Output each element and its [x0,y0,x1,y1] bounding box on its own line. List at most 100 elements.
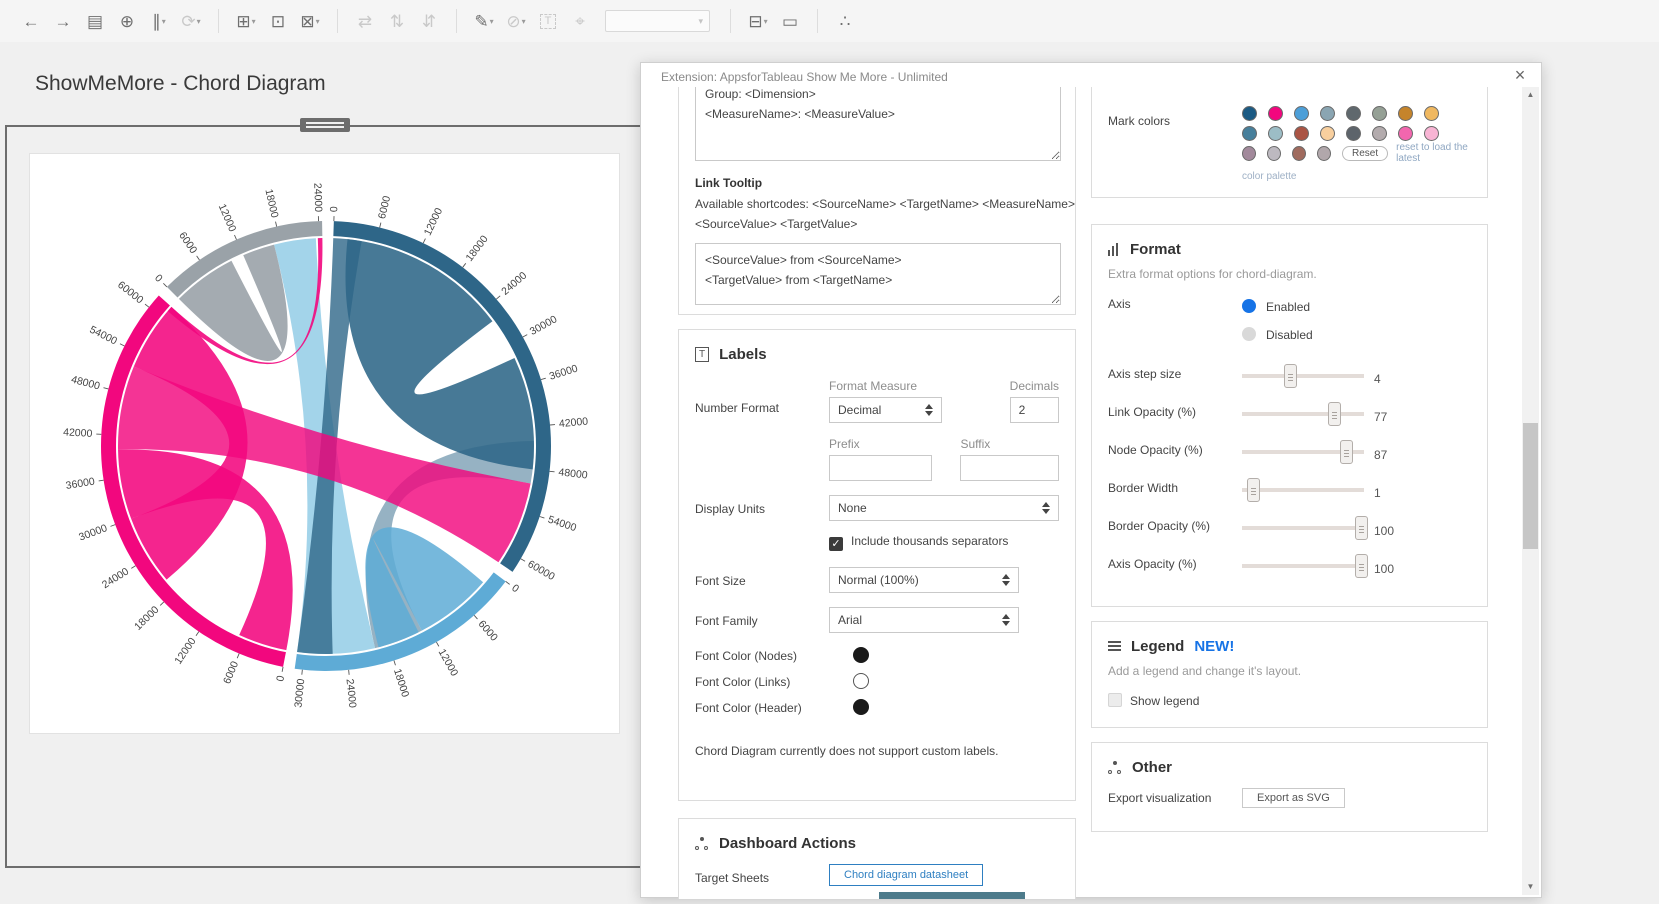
chord-ribbon[interactable] [118,449,293,651]
sort-descending-button[interactable]: ⇵ [421,11,437,31]
duplicate-sheet-button[interactable]: ⊡ [270,11,286,31]
slider-handle[interactable] [1354,515,1368,540]
target-sheet-button[interactable]: Chord diagram datasheet [829,864,984,886]
dropdown-caret-icon[interactable]: ▾ [161,16,166,26]
swap-rows-columns-button[interactable]: ⇄ [357,11,373,31]
font-size-select[interactable]: Normal (100%) [829,567,1019,594]
scroll-down-icon[interactable]: ▼ [1526,882,1535,891]
new-worksheet-button[interactable]: ⊞ ▾ [236,11,256,31]
font-color-header-swatch[interactable] [853,699,869,716]
new-data-source-button[interactable]: ⊕ [119,11,135,31]
slider[interactable] [1242,477,1364,502]
pin-button[interactable]: ⌖ [575,11,585,31]
slider-handle[interactable] [1354,553,1368,578]
axis-tick [540,377,546,381]
clear-sheet-button[interactable]: ⊠ ▾ [300,11,320,31]
thousands-checkbox[interactable]: ✓ [829,537,843,551]
link-tooltip-textarea[interactable]: <SourceValue> from <SourceName> <TargetV… [695,242,1061,305]
axis-tick-label: 24000 [499,269,529,297]
chord-node-arc-light-blue[interactable] [294,572,506,671]
node-tooltip-textarea[interactable]: Group: <Dimension> <MeasureName>: <Measu… [695,87,1061,161]
zone-drag-handle[interactable] [300,118,350,132]
format-measure-select[interactable]: Decimal [829,397,942,423]
slider-handle[interactable] [1247,477,1261,502]
font-color-links-swatch[interactable] [853,673,869,690]
chord-node-arc-steel-blue[interactable] [333,221,551,572]
font-color-nodes-swatch[interactable] [853,647,869,664]
reset-button[interactable]: Reset [1342,145,1389,161]
slider-label: Border Width [1108,480,1179,495]
mark-color-swatch[interactable] [1346,105,1361,121]
mark-color-swatch[interactable] [1317,145,1331,161]
chord-node-arc-gray[interactable] [166,221,323,298]
run-auto-updates-button[interactable]: ⟳ ▾ [181,11,201,31]
chord-diagram[interactable]: 0 6000 12000180002400030000360004200048000… [30,154,619,733]
slider[interactable] [1242,401,1364,426]
dialog-scrollbar[interactable]: ▲ ▼ [1522,87,1539,895]
mark-color-swatch[interactable] [1346,125,1361,141]
presentation-mode-button[interactable]: ▭ [781,11,799,31]
highlight-button[interactable]: ✎ ▾ [474,11,494,31]
chord-ribbon[interactable] [178,244,288,361]
mark-color-swatch[interactable] [1320,125,1335,141]
prefix-input[interactable] [829,455,933,481]
scrollbar-thumb[interactable] [1523,423,1538,549]
mark-color-swatch[interactable] [1242,105,1257,121]
export-svg-button[interactable]: Export as SVG [1242,788,1345,809]
mark-color-swatch[interactable] [1268,125,1283,141]
mark-color-swatch[interactable] [1267,145,1281,161]
chord-node-arc-pink[interactable] [101,295,286,667]
mark-color-swatch[interactable] [1320,105,1335,121]
mark-color-swatch[interactable] [1292,145,1306,161]
mark-color-swatch[interactable] [1398,125,1413,141]
save-button[interactable]: ▤ [86,11,104,31]
scroll-up-icon[interactable]: ▲ [1526,90,1535,99]
show-hide-cards-button[interactable]: ⊟ ▾ [748,11,768,31]
mark-color-swatch[interactable] [1424,125,1439,141]
mark-color-swatch[interactable] [1372,105,1387,121]
partially-visible-list-item[interactable] [879,892,1025,899]
axis-tick [281,666,284,672]
share-button[interactable]: ∴ [839,11,851,31]
mark-color-swatch[interactable] [1398,105,1413,121]
fit-selector-combobox[interactable]: ▾ [605,10,710,32]
decimals-input[interactable] [1009,397,1059,423]
axis-disabled-radio[interactable] [1242,327,1256,342]
slider[interactable] [1242,439,1364,464]
mark-color-swatch[interactable] [1242,145,1256,161]
slider[interactable] [1242,515,1368,540]
dropdown-caret-icon[interactable]: ▾ [315,16,320,26]
dropdown-caret-icon[interactable]: ▾ [196,16,201,26]
group-members-button[interactable]: ⊘ ▾ [506,11,526,31]
dropdown-caret-icon[interactable]: ▾ [489,16,494,26]
chord-ribbon[interactable] [345,239,534,470]
dropdown-caret-icon[interactable]: ▾ [251,16,256,26]
dropdown-caret-icon[interactable]: ▾ [763,16,768,26]
text-box-button[interactable]: T [535,8,561,34]
mark-color-swatch[interactable] [1268,105,1283,121]
font-family-select[interactable]: Arial [829,607,1019,634]
slider-handle[interactable] [1283,363,1297,388]
display-units-select[interactable]: None [829,495,1059,521]
prefix-label: Prefix [829,437,860,451]
suffix-input[interactable] [960,455,1059,481]
slider-handle[interactable] [1327,401,1341,426]
dropdown-caret-icon[interactable]: ▾ [521,16,526,26]
mark-color-swatch[interactable] [1242,125,1257,141]
show-legend-checkbox[interactable] [1108,692,1122,707]
chord-ribbon[interactable] [365,527,484,648]
slider[interactable] [1242,363,1364,388]
chord-ribbon[interactable] [131,306,248,580]
slider-handle[interactable] [1339,439,1353,464]
axis-enabled-radio[interactable] [1242,299,1256,313]
mark-color-swatch[interactable] [1372,125,1387,141]
slider[interactable] [1242,553,1368,578]
undo-button[interactable]: ← [22,11,40,31]
close-icon[interactable]: × [1514,65,1526,85]
sort-ascending-button[interactable]: ⇅ [389,11,405,31]
redo-button[interactable]: → [54,11,72,31]
mark-color-swatch[interactable] [1294,125,1309,141]
mark-color-swatch[interactable] [1424,105,1439,121]
pause-auto-updates-button[interactable]: ∥ ▾ [152,11,166,31]
mark-color-swatch[interactable] [1294,105,1309,121]
